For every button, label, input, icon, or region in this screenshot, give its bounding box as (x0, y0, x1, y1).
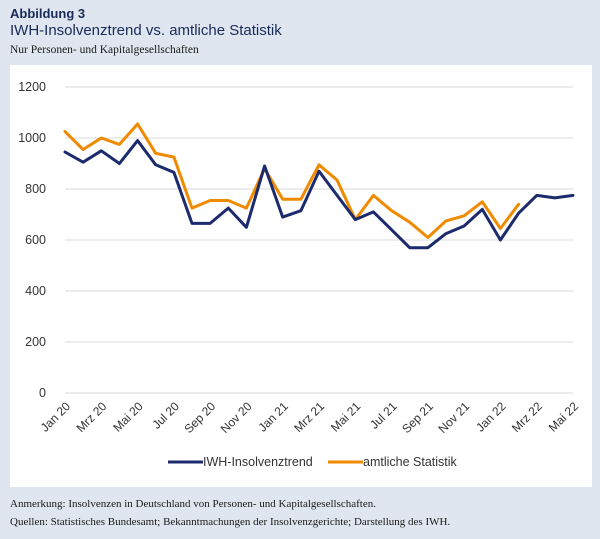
chart-title: IWH-Insolvenztrend vs. amtliche Statisti… (10, 22, 282, 39)
x-tick-label: Jul 20 (149, 399, 182, 432)
x-tick-label: Jan 21 (255, 399, 291, 435)
x-tick-label: Jul 21 (367, 399, 400, 432)
x-tick-label: Jan 22 (473, 399, 509, 435)
line-chart: 0 200 400 600 800 1000 1200 Jan 20 Mrz 20 Mai 20… (18, 80, 582, 469)
footnote: Anmerkung: Insolvenzen in Deutschland vo… (10, 498, 376, 510)
chart-subtitle: Nur Personen- und Kapitalgesellschaften (10, 44, 199, 56)
y-tick-label: 0 (39, 386, 46, 400)
series-line-iwh-insolvenztrend (63, 139, 575, 250)
y-tick-label: 1200 (18, 80, 46, 94)
x-tick-label: Sep 21 (399, 399, 436, 436)
x-tick-label: Mai 21 (328, 399, 364, 435)
y-tick-label: 200 (25, 335, 46, 349)
x-tick-label: Mrz 20 (74, 399, 110, 435)
figure-label: Abbildung 3 (10, 6, 86, 21)
x-tick-label: Jan 20 (38, 399, 74, 435)
y-tick-label: 800 (25, 182, 46, 196)
x-tick-label: Nov 21 (435, 399, 472, 436)
y-tick-label: 400 (25, 284, 46, 298)
y-tick-label: 600 (25, 233, 46, 247)
x-tick-label: Mrz 22 (509, 399, 545, 435)
series-line-amtliche-statistik (63, 122, 521, 239)
chart-panel: 0 200 400 600 800 1000 1200 Jan 20 Mrz 20 Mai 20… (10, 65, 592, 487)
y-tick-label: 1000 (18, 131, 46, 145)
legend-item-amtliche-label: amtliche Statistik (363, 455, 458, 469)
x-tick-label: Nov 20 (218, 399, 255, 436)
x-tick-label: Sep 20 (181, 399, 218, 436)
x-tick-label: Mrz 21 (291, 399, 327, 435)
x-tick-label: Mai 22 (546, 399, 582, 435)
x-tick-label: Mai 20 (110, 399, 146, 435)
sources-note: Quellen: Statistisches Bundesamt; Bekann… (10, 516, 451, 528)
legend-item-iwh-label: IWH-Insolvenztrend (203, 455, 313, 469)
